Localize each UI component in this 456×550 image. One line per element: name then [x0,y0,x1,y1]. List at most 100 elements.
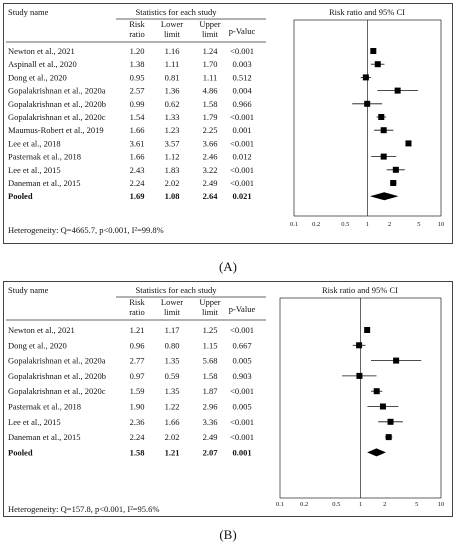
col-rr-header-line1: Risk [129,19,145,29]
risk-ratio-value: 1.38 [130,59,145,69]
col-upper-header-line1: Upper [199,19,220,29]
study-name: Gopalakrishnan et al., 2020b [8,99,106,109]
statistics-group-header: Statistics for each study [136,7,218,17]
risk-ratio-value: 0.97 [130,371,145,381]
x-tick-label-0_5: 0.5 [341,221,349,228]
x-tick-label-5: 5 [415,501,418,508]
p-value: 0.903 [232,371,251,381]
upper-limit-value: 1.11 [203,72,218,82]
pooled-p-value: 0.021 [232,191,251,201]
lower-limit-value: 1.35 [165,386,180,396]
risk-ratio-value: 1.21 [130,325,145,335]
pooled-risk-ratio: 1.69 [130,191,145,201]
risk-ratio-value: 1.20 [130,46,145,56]
forest-plot-b: Study name Statistics for each study Risk … [6,285,444,514]
point-estimate-marker [390,180,397,186]
x-tick-label-0_2: 0.2 [300,501,308,508]
risk-ratio-value: 2.24 [130,178,146,188]
study-name: Daneman et al., 2015 [8,432,80,442]
study-name: Gopalakrishnan et al., 2020c [8,386,106,396]
risk-ratio-value: 2.43 [130,165,145,175]
risk-ratio-value: 0.96 [130,340,145,350]
lower-limit-value: 0.62 [165,99,180,109]
forest-plot-b-panel: Study name Statistics for each study Risk … [3,281,453,517]
col-lower-header-line2: limit [164,307,181,317]
point-estimate-marker [392,166,399,173]
risk-ratio-value: 2.36 [130,417,145,427]
pooled-upper-limit: 2.64 [203,191,219,201]
point-estimate-marker [380,153,387,160]
p-value: <0.001 [230,325,254,335]
p-value: 0.003 [232,59,251,69]
study-name: Gopalakrishnan et al., 2020c [8,112,106,122]
point-estimate-marker [387,418,394,425]
p-value: <0.001 [230,432,254,442]
lower-limit-value: 1.66 [165,417,180,427]
lower-limit-value: 2.02 [165,432,180,442]
upper-limit-value: 3.36 [203,417,218,427]
upper-limit-value: 1.15 [203,340,218,350]
lower-limit-value: 1.11 [165,59,180,69]
pooled-diamond [367,448,386,457]
lower-limit-value: 1.17 [165,325,180,335]
p-value: <0.001 [230,386,254,396]
p-value: 0.512 [232,72,251,82]
p-value: 0.966 [232,99,251,109]
p-value: 0.005 [232,402,251,412]
upper-limit-value: 2.49 [203,178,218,188]
col-upper-header-line2: limit [202,29,219,39]
x-tick-label-0_1: 0.1 [290,221,298,228]
risk-ratio-value: 2.57 [130,86,145,96]
col-rr-header-line2: ratio [129,29,145,39]
risk-ratio-value: 0.99 [130,99,145,109]
point-estimate-marker [394,87,401,94]
upper-limit-value: 2.25 [203,125,218,135]
upper-limit-value: 3.22 [203,165,218,175]
x-tick-label-1: 1 [359,501,362,508]
risk-ratio-value: 1.66 [130,125,145,135]
p-value: 0.004 [232,86,252,96]
p-value: <0.001 [230,165,254,175]
study-name-header: Study name [8,285,49,295]
p-value: <0.001 [230,138,254,148]
lower-limit-value: 1.33 [165,112,180,122]
risk-ratio-value: 2.24 [130,432,146,442]
risk-ratio-value: 3.61 [130,138,145,148]
lower-limit-value: 1.23 [165,125,180,135]
lower-limit-value: 0.59 [165,371,180,381]
x-tick-label-5: 5 [417,221,420,228]
study-name: Newton et al., 2021 [8,46,75,56]
forest-plot-a-panel: Study name Statistics for each study Risk … [3,3,453,244]
col-lower-header-line1: Lower [161,297,183,307]
x-tick-label-10: 10 [438,221,445,228]
plot-title: Risk ratio and 95% CI [329,7,405,17]
lower-limit-value: 2.02 [165,178,180,188]
upper-limit-value: 1.70 [203,59,218,69]
point-estimate-marker [374,61,381,68]
plot-title: Risk ratio and 95% CI [322,285,398,295]
heterogeneity-note: Heterogeneity: Q=157.8, p<0.001, I²=95.6… [8,504,160,514]
point-estimate-marker [380,127,387,134]
study-name: Pasternak et al., 2018 [8,152,81,162]
risk-ratio-value: 1.90 [130,402,145,412]
upper-limit-value: 1.87 [203,386,218,396]
risk-ratio-value: 2.77 [130,356,145,366]
upper-limit-value: 1.25 [203,325,218,335]
pooled-diamond [369,192,399,201]
point-estimate-marker [405,140,412,147]
pooled-lower-limit: 1.21 [165,447,180,457]
p-value: <0.001 [230,178,254,188]
point-estimate-marker [378,114,385,120]
upper-limit-value: 1.24 [203,46,219,56]
x-tick-label-0_2: 0.2 [312,221,320,228]
study-name: Pasternak et al., 2018 [8,402,81,412]
panel-b-caption: (B) [219,527,237,542]
study-name: Daneman et al., 2015 [8,178,80,188]
p-value: <0.001 [230,417,254,427]
study-name: Maumus-Robert et al., 2019 [8,125,104,135]
upper-limit-value: 2.46 [203,152,218,162]
upper-limit-value: 5.68 [203,356,218,366]
point-estimate-marker [356,342,363,349]
study-name-header: Study name [8,7,49,17]
